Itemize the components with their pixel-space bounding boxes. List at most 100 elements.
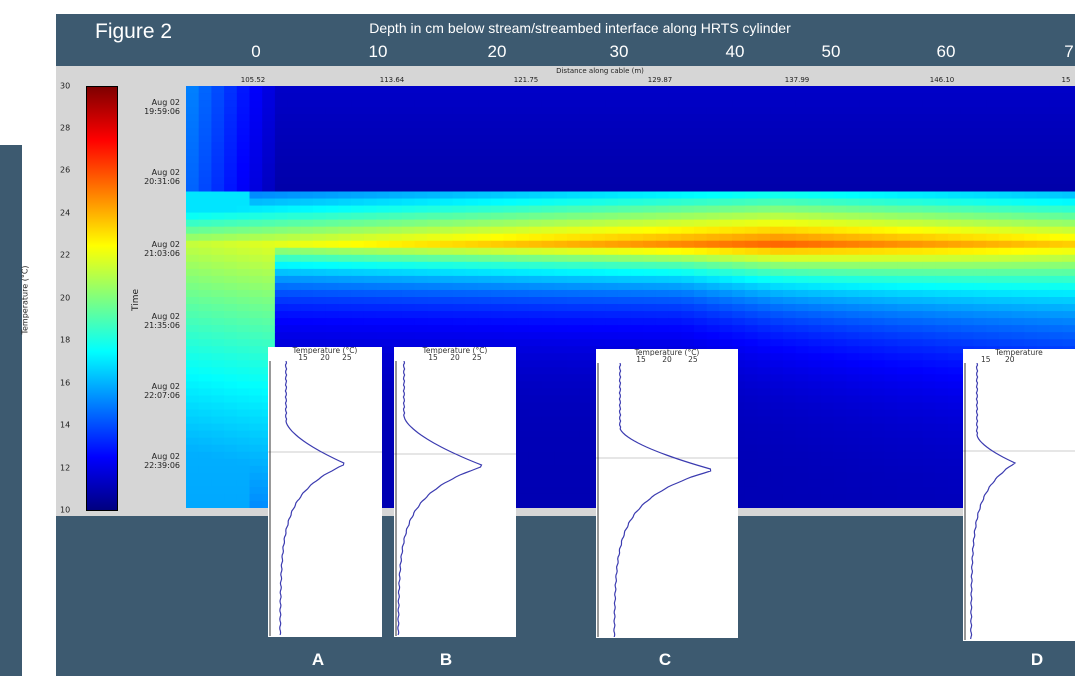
- heatmap-cell: [909, 500, 924, 508]
- panel-letter-a: A: [311, 650, 325, 669]
- heatmap-cell: [528, 93, 543, 101]
- heatmap-cell: [465, 205, 479, 214]
- heatmap-cell: [325, 289, 339, 298]
- heatmap-cell: [478, 93, 492, 101]
- heatmap-cell: [401, 297, 416, 305]
- heatmap-cell: [541, 318, 555, 326]
- heatmap-cell: [630, 212, 644, 221]
- heatmap-cell: [427, 135, 441, 143]
- heatmap-cell: [846, 472, 860, 481]
- heatmap-cell: [846, 304, 860, 312]
- heatmap-cell: [541, 191, 555, 200]
- heatmap-cell: [351, 212, 365, 221]
- heatmap-cell: [592, 261, 606, 270]
- heatmap-cell: [808, 191, 822, 200]
- heatmap-cell: [909, 240, 924, 249]
- heatmap-cell: [198, 297, 212, 305]
- heatmap-cell: [668, 121, 682, 129]
- heatmap-cell: [909, 93, 924, 101]
- heatmap-cell: [744, 451, 759, 460]
- heatmap-cell: [960, 282, 974, 291]
- heatmap-cell: [313, 156, 327, 164]
- heatmap-cell: [236, 360, 251, 368]
- depth-tick: 30: [609, 42, 629, 61]
- heatmap-cell: [1049, 261, 1063, 270]
- heatmap-cell: [198, 240, 212, 249]
- heatmap-cell: [503, 142, 517, 150]
- heatmap-cell: [325, 226, 339, 235]
- heatmap-cell: [554, 444, 568, 453]
- heatmap-cell: [922, 268, 936, 277]
- heatmap-cell: [186, 275, 200, 284]
- heatmap-cell: [973, 339, 987, 347]
- heatmap-cell: [744, 437, 759, 446]
- heatmap-cell: [224, 374, 238, 382]
- heatmap-cell: [732, 289, 746, 298]
- heatmap-cell: [516, 395, 530, 404]
- heatmap-cell: [935, 479, 949, 488]
- heatmap-cell: [313, 289, 327, 298]
- heatmap-cell: [503, 156, 517, 164]
- heatmap-cell: [541, 416, 555, 425]
- heatmap-cell: [198, 388, 212, 397]
- heatmap-cell: [186, 268, 200, 277]
- heatmap-cell: [579, 472, 593, 481]
- heatmap-cell: [516, 409, 530, 418]
- heatmap-cell: [325, 114, 339, 122]
- heatmap-cell: [313, 121, 327, 129]
- heatmap-cell: [757, 500, 771, 508]
- heatmap-cell: [605, 332, 619, 340]
- heatmap-cell: [846, 318, 860, 326]
- heatmap-cell: [528, 423, 543, 432]
- heatmap-cell: [986, 289, 1000, 298]
- heatmap-cell: [300, 339, 314, 347]
- heatmap-cell: [833, 114, 847, 122]
- heatmap-cell: [389, 212, 403, 221]
- heatmap-cell: [643, 311, 657, 319]
- heatmap-cell: [579, 451, 593, 460]
- heatmap-cell: [808, 353, 822, 361]
- heatmap-cell: [249, 437, 263, 446]
- heatmap-cell: [795, 114, 809, 122]
- heatmap-cell: [389, 184, 403, 193]
- heatmap-cell: [808, 226, 822, 235]
- heatmap-cell: [363, 177, 378, 186]
- heatmap-cell: [948, 402, 962, 411]
- heatmap-cell: [871, 261, 886, 270]
- heatmap-cell: [300, 142, 314, 150]
- heatmap-cell: [325, 86, 339, 94]
- heatmap-cell: [973, 135, 987, 143]
- heatmap-cell: [592, 311, 606, 319]
- heatmap-cell: [249, 339, 263, 347]
- heatmap-cell: [909, 493, 924, 502]
- heatmap-cell: [643, 205, 657, 214]
- heatmap-cell: [325, 191, 339, 200]
- panel-letter-b: B: [439, 650, 453, 669]
- heatmap-cell: [909, 219, 924, 228]
- heatmap-cell: [338, 107, 352, 115]
- heatmap-cell: [668, 163, 682, 171]
- heatmap-cell: [681, 128, 695, 136]
- heatmap-cell: [376, 282, 390, 291]
- heatmap-cell: [376, 212, 390, 221]
- heatmap-cell: [376, 156, 390, 164]
- heatmap-cell: [605, 107, 619, 115]
- heatmap-cell: [516, 198, 530, 207]
- heatmap-cell: [389, 107, 403, 115]
- heatmap-cell: [884, 163, 898, 171]
- heatmap-cell: [846, 100, 860, 108]
- heatmap-cell: [808, 205, 822, 214]
- heatmap-cell: [363, 247, 378, 256]
- heatmap-cell: [986, 128, 1000, 136]
- heatmap-cell: [655, 261, 670, 270]
- heatmap-cell: [694, 135, 708, 143]
- heatmap-cell: [1049, 304, 1063, 312]
- heatmap-cell: [884, 107, 898, 115]
- heatmap-cell: [1062, 128, 1075, 136]
- heatmap-cell: [846, 86, 860, 94]
- heatmap-cell: [249, 191, 263, 200]
- heatmap-cell: [351, 219, 365, 228]
- heatmap-cell: [236, 282, 251, 291]
- heatmap-cell: [770, 128, 784, 136]
- heatmap-cell: [528, 402, 543, 411]
